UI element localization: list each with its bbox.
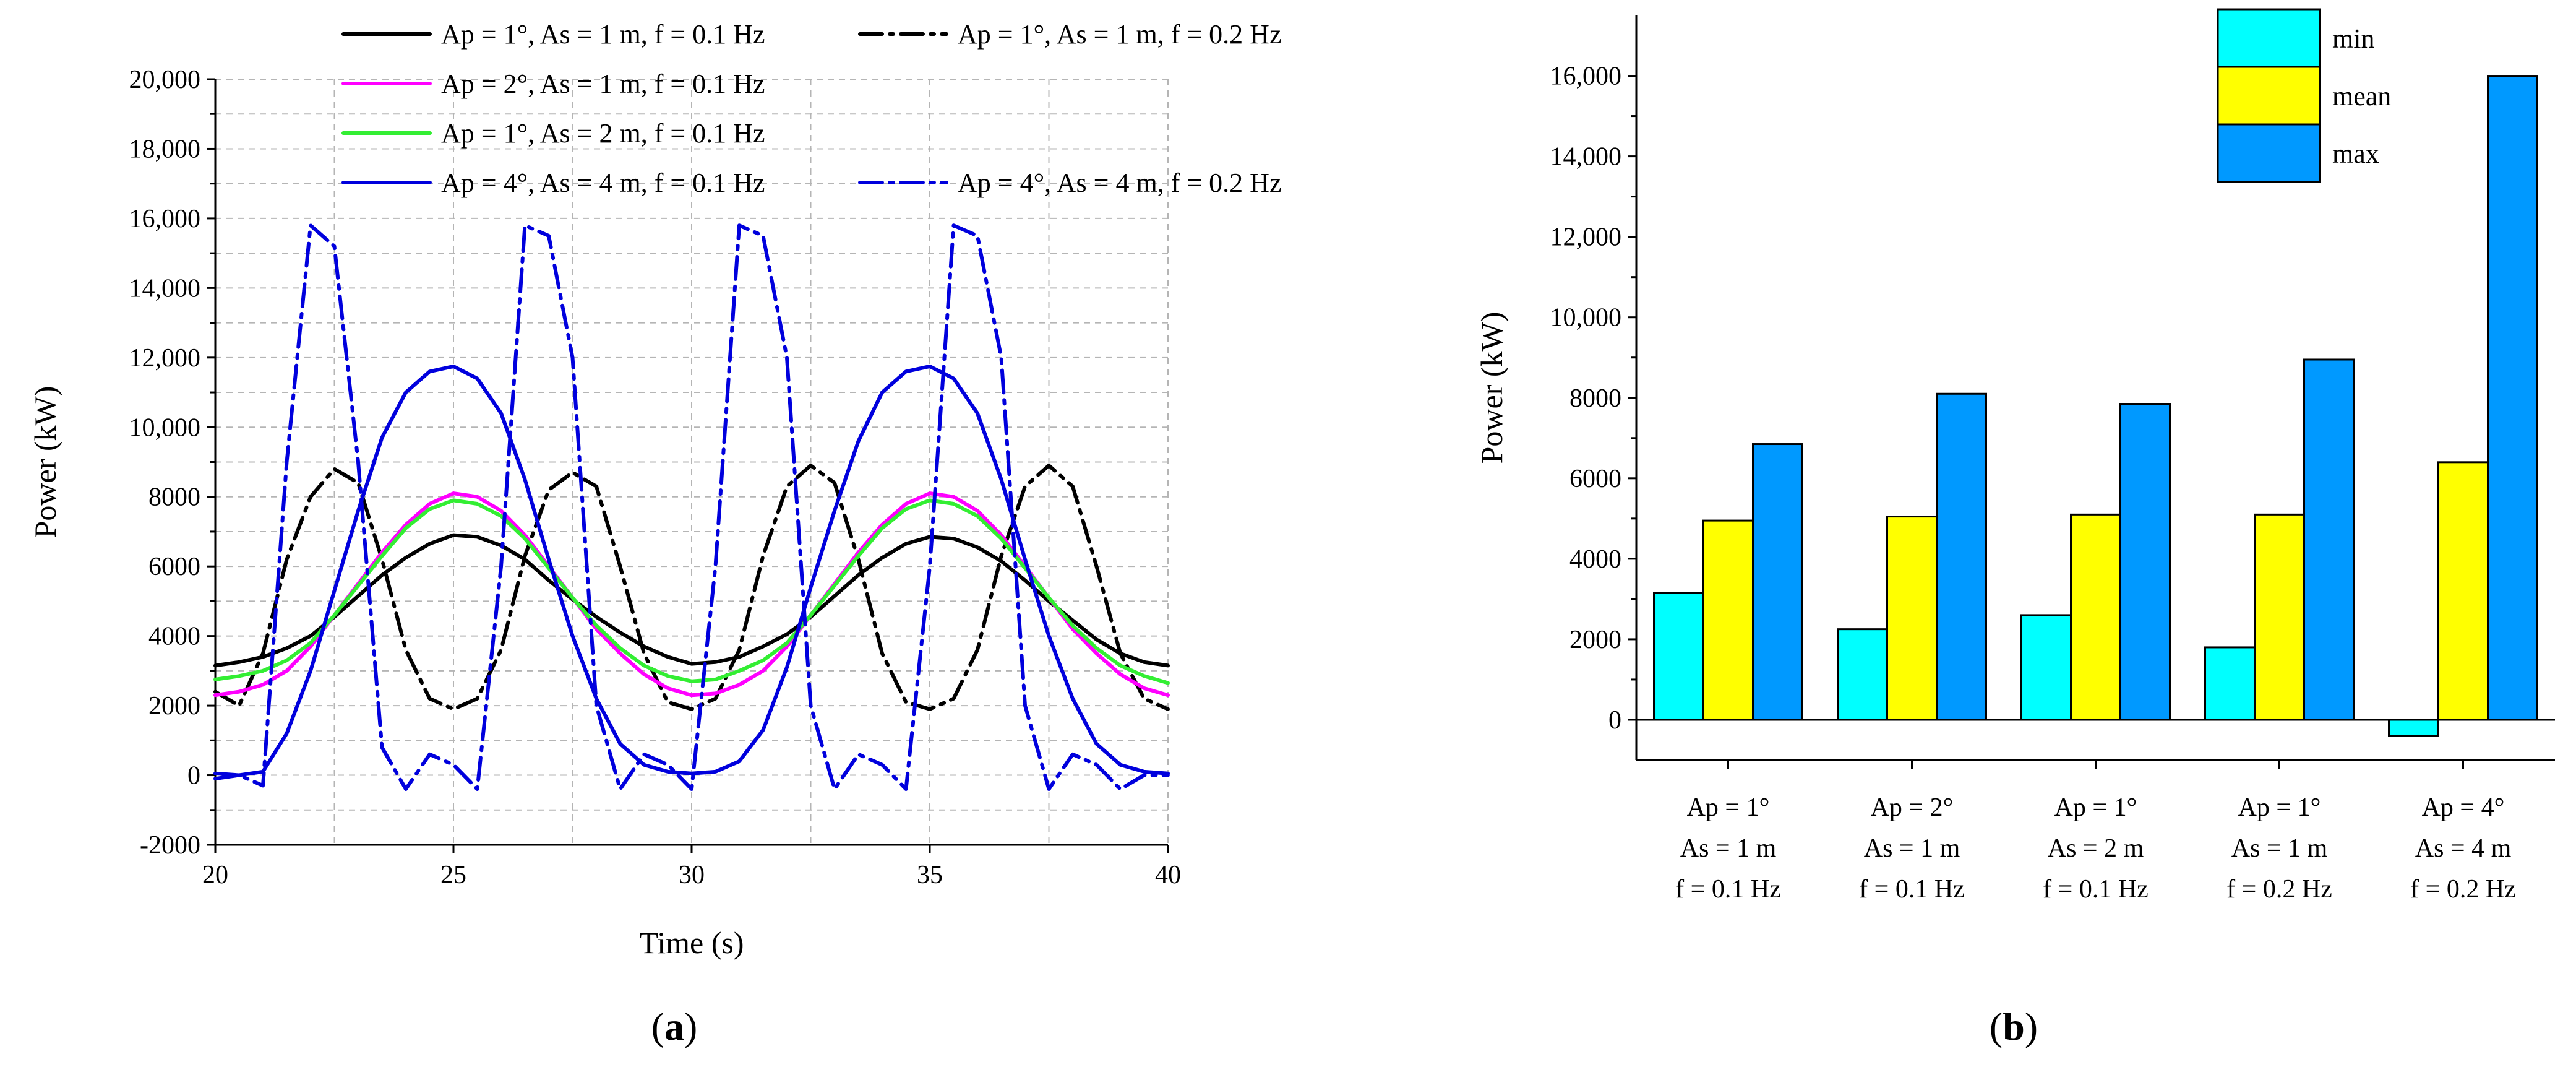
bar-mean-1 [1702, 519, 1754, 721]
y-tick-label: 6000 [1569, 465, 1621, 493]
category-label-2-line-2: As = 1 m [1864, 834, 1960, 863]
caption-b-close: ) [2025, 1004, 2038, 1048]
series-line-4 [213, 498, 1170, 685]
category-label-2-line-3: f = 0.1 Hz [1859, 875, 1965, 904]
y-tick-label: 2000 [148, 692, 200, 720]
legend-swatch-min [2217, 8, 2321, 68]
category-label-1-line-3: f = 0.1 Hz [1675, 875, 1781, 904]
y-axis-title: Power (kW) [28, 386, 62, 538]
legend-swatch-max [2217, 123, 2321, 183]
category-label-3-line-1: Ap = 1° [2054, 793, 2137, 822]
y-tick-label: 12,000 [1550, 223, 1622, 252]
caption-a-letter: a [664, 1004, 684, 1048]
bar-max-5 [2487, 75, 2538, 721]
y-tick-label: 6000 [148, 553, 200, 581]
series-line-1 [213, 533, 1170, 668]
y-tick-label: 18,000 [129, 135, 201, 163]
y-tick-label: 14,000 [1550, 143, 1622, 171]
bar-max-2 [1936, 392, 1987, 721]
y-tick-label: 16,000 [129, 205, 201, 233]
bar-min-1 [1653, 592, 1704, 721]
bar-max-3 [2119, 403, 2171, 721]
bar-min-2 [1837, 628, 1888, 721]
y-tick-label: 12,000 [129, 344, 201, 373]
caption-a-close: ) [684, 1004, 697, 1048]
legend-label-6: Ap = 4°, As = 4 m, f = 0.2 Hz [958, 168, 1281, 198]
bar-chart-panel-b: 0 2000 4000 6000 8000 10,000 12,000 14,000 16,00… [1474, 8, 2555, 904]
bar-mean-3 [2070, 513, 2121, 721]
legend-swatch-mean [2217, 66, 2321, 126]
series-line-6 [213, 223, 1170, 791]
x-tick-label: 30 [679, 861, 705, 889]
category-label-1-line-1: Ap = 1° [1687, 793, 1770, 822]
y-tick-label: 10,000 [129, 413, 201, 442]
legend-label-max: max [2332, 139, 2379, 169]
bar-mean-5 [2437, 461, 2489, 721]
category-label-1-line-2: As = 1 m [1680, 834, 1777, 863]
bar-max-1 [1752, 443, 1803, 721]
legend-label-mean: mean [2332, 81, 2391, 111]
category-label-2-line-1: Ap = 2° [1871, 793, 1954, 822]
y-tick-label: 16,000 [1550, 63, 1622, 91]
line-chart-panel-a: -2000 0 2000 4000 6000 8000 10,000 12,000 14,000… [28, 19, 1281, 960]
y-tick-label: 2000 [1569, 626, 1621, 654]
y-tick-label: 4000 [148, 623, 200, 651]
y-tick-label: 20,000 [129, 66, 201, 94]
bar-min-3 [2020, 614, 2072, 721]
legend-label-3: Ap = 2°, As = 1 m, f = 0.1 Hz [441, 69, 765, 99]
x-axis-title: Time (s) [639, 925, 744, 960]
y-axis-title: Power (kW) [1474, 312, 1509, 464]
y-tick-label: 8000 [1569, 384, 1621, 413]
caption-b-open: ( [1990, 1004, 2003, 1048]
caption-a: (a) [651, 1004, 698, 1048]
y-tick-label: 10,000 [1550, 304, 1622, 332]
category-label-4-line-2: As = 1 m [2231, 834, 2328, 863]
y-tick-label: 0 [187, 762, 200, 790]
y-tick-label: -2000 [140, 831, 200, 860]
series-line-5 [213, 364, 1170, 777]
bar-mean-4 [2254, 513, 2305, 721]
legend-label-2: Ap = 1°, As = 1 m, f = 0.2 Hz [958, 19, 1281, 50]
series-line-2 [213, 464, 1170, 711]
legend-label-4: Ap = 1°, As = 2 m, f = 0.1 Hz [441, 118, 765, 149]
y-tick-label: 8000 [148, 483, 200, 512]
bar-mean-2 [1886, 516, 1938, 721]
category-label-4-line-3: f = 0.2 Hz [2226, 875, 2332, 904]
y-tick-label: 4000 [1569, 545, 1621, 574]
caption-b-letter: b [2003, 1004, 2025, 1048]
y-tick-label: 0 [1608, 706, 1621, 735]
category-label-3-line-2: As = 2 m [2048, 834, 2144, 863]
category-label-4-line-1: Ap = 1° [2238, 793, 2321, 822]
legend-label-1: Ap = 1°, As = 1 m, f = 0.1 Hz [441, 19, 765, 50]
bar-min-4 [2204, 646, 2256, 721]
category-label-5-line-3: f = 0.2 Hz [2410, 875, 2516, 904]
category-label-5-line-1: Ap = 4° [2422, 793, 2505, 822]
x-tick-label: 40 [1155, 861, 1181, 889]
bar-max-4 [2303, 358, 2355, 721]
category-label-3-line-3: f = 0.1 Hz [2043, 875, 2149, 904]
x-tick-label: 20 [202, 861, 228, 889]
x-tick-label: 25 [440, 861, 466, 889]
x-tick-label: 35 [917, 861, 943, 889]
category-label-5-line-2: As = 4 m [2415, 834, 2512, 863]
legend-label-5: Ap = 4°, As = 4 m, f = 0.1 Hz [441, 168, 765, 198]
caption-a-open: ( [651, 1004, 664, 1048]
caption-b: (b) [1990, 1004, 2038, 1048]
bar-min-5 [2388, 719, 2439, 737]
legend-label-min: min [2332, 24, 2374, 54]
y-tick-label: 14,000 [129, 274, 201, 303]
